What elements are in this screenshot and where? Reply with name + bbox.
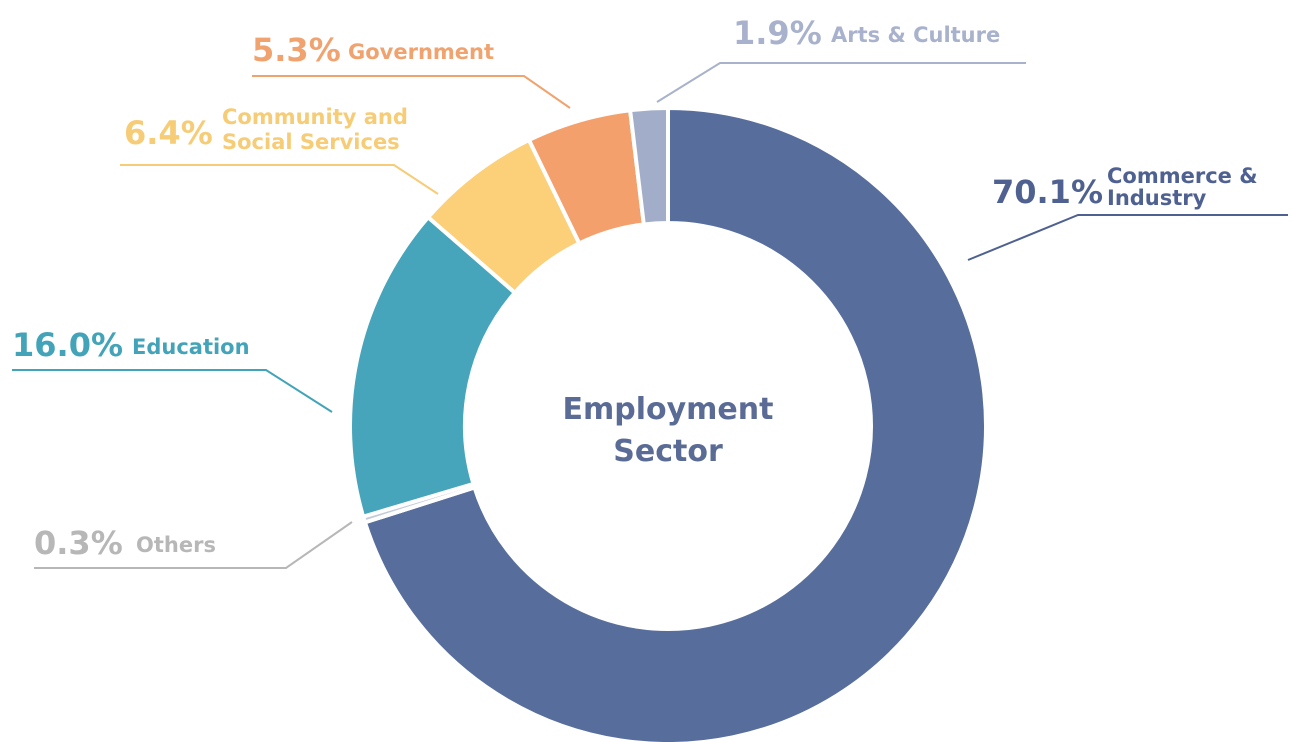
slice-name-commerce-line-1: Commerce & bbox=[1107, 164, 1258, 188]
slice-value-others: 0.3% bbox=[34, 524, 123, 562]
center-label-line-1: Employment bbox=[563, 392, 774, 427]
slice-name-government: Government bbox=[348, 40, 494, 64]
slice-name-community-line-1: Community and bbox=[222, 105, 408, 129]
leader-line-others bbox=[34, 521, 353, 569]
slice-name-education: Education bbox=[132, 335, 250, 359]
leader-lines bbox=[12, 62, 1288, 569]
slice-label-education: 16.0% Education bbox=[12, 326, 250, 364]
slice-commerce bbox=[362, 106, 988, 742]
slice-arts bbox=[628, 106, 670, 227]
center-label: Employment Sector bbox=[563, 392, 774, 469]
leader-line-community bbox=[120, 164, 439, 195]
slice-value-government: 5.3% bbox=[252, 31, 341, 69]
leader-line-education bbox=[12, 369, 333, 413]
slice-value-education: 16.0% bbox=[12, 326, 123, 364]
slice-name-arts: Arts & Culture bbox=[831, 23, 1000, 47]
leader-line-arts bbox=[656, 62, 1026, 103]
leader-line-government bbox=[252, 75, 571, 109]
slice-name-commerce-line-2: Industry bbox=[1107, 186, 1207, 210]
slice-value-arts: 1.9% bbox=[733, 14, 822, 52]
slice-label-commerce: 70.1% Commerce & Industry bbox=[992, 164, 1258, 211]
center-label-line-2: Sector bbox=[613, 434, 723, 469]
slice-label-arts: 1.9% Arts & Culture bbox=[733, 14, 1000, 52]
slice-label-community: 6.4% Community and Social Services bbox=[124, 105, 408, 154]
slice-name-community-line-2: Social Services bbox=[222, 130, 400, 154]
leader-line-commerce bbox=[967, 214, 1288, 261]
slice-value-community: 6.4% bbox=[124, 114, 213, 152]
slice-value-commerce: 70.1% bbox=[992, 173, 1103, 211]
slice-label-others: 0.3% Others bbox=[34, 524, 216, 562]
slice-label-government: 5.3% Government bbox=[252, 31, 494, 69]
slice-name-others: Others bbox=[136, 533, 216, 557]
donut-slices bbox=[348, 106, 988, 742]
